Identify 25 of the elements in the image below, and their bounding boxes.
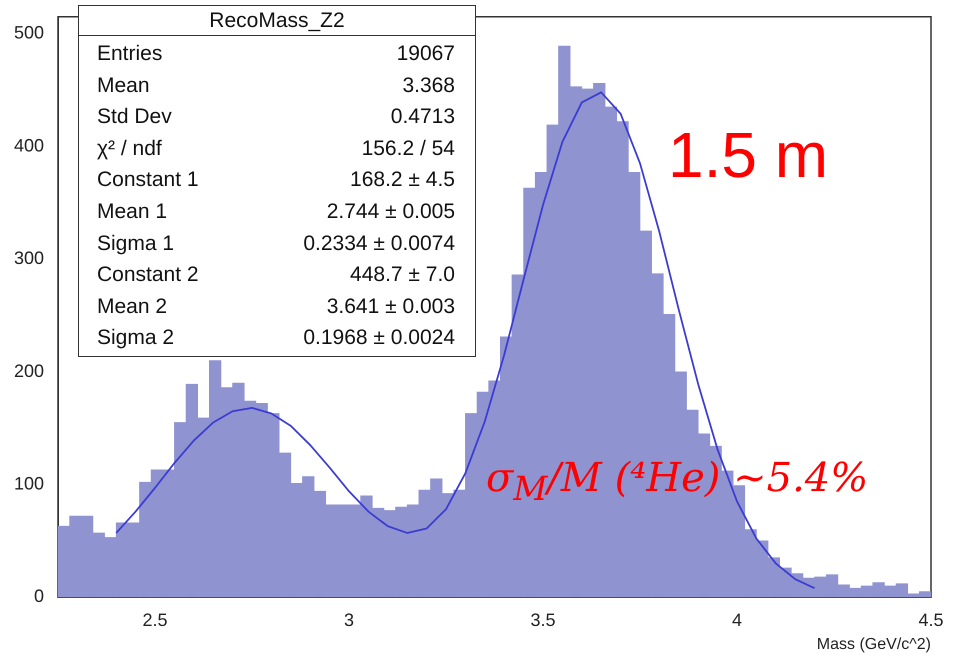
text: Sigma 2 0.1968 ± 0.0024 [97,326,455,350]
y-tick-label: 400 [14,135,44,156]
text: Sigma 1 0.2334 ± 0.0074 [97,232,455,255]
text: Mean 1 2.744 ± 0.005 [97,200,455,223]
annotation: 1.5 m [668,118,828,192]
y-tick-label: 100 [14,473,44,494]
text: Std Dev 0.4713 [97,105,455,128]
y-tick-label: 200 [14,360,44,381]
text: Mean 2 3.641 ± 0.003 [97,294,455,318]
annotation: σ$_{M}$/M (⁴He) ~5.4% [486,455,868,508]
text: χ² / ndf 156.2 / 54 [97,136,455,160]
text: Constant 1 168.2 ± 4.5 [97,168,455,192]
text: Constant 2 448.7 ± 7.0 [97,263,455,286]
text: Mean 3.368 [97,74,455,97]
text: Entries 19067 [97,42,455,65]
x-tick-label: 3 [344,610,354,630]
x-tick-label: 3.5 [530,610,556,630]
x-axis-title: Mass (GeV/c^2) [816,636,931,653]
x-tick-label: 4 [732,610,742,630]
x-tick-label: 4.5 [918,610,944,630]
annotation: RecoMass_Z2 [79,6,475,36]
y-tick-label: 300 [14,248,44,268]
y-tick-label: 500 [14,22,44,43]
x-tick-label: 2.5 [142,610,168,630]
y-tick-label: 0 [34,586,44,606]
